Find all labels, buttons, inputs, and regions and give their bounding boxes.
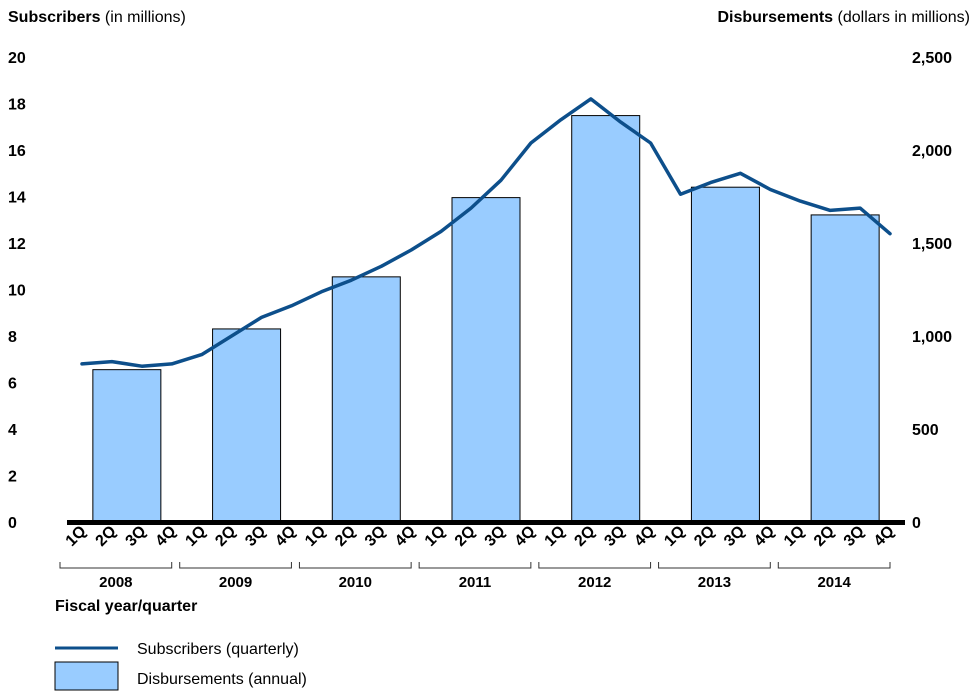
quarter-tick-label: 2Q: [811, 523, 838, 550]
left-axis-title-rest: (in millions): [100, 9, 185, 26]
year-label: 2012: [578, 574, 611, 591]
left-tick-label: 18: [8, 97, 26, 114]
quarter-tick-label: 3Q: [601, 523, 628, 550]
left-axis-ticks: 0 2 4 6 8 10 12 14 16 18 20: [8, 50, 26, 532]
right-axis-title-bold: Disbursements: [717, 9, 833, 26]
year-bracket: [658, 562, 771, 569]
quarter-tick-label: 4Q: [392, 523, 419, 550]
quarter-tick-label: 2Q: [452, 523, 479, 550]
quarter-tick-label: 1Q: [182, 523, 209, 550]
disbursement-bar: [212, 328, 282, 523]
year-label: 2010: [339, 574, 372, 591]
year-bracket: [298, 562, 412, 569]
right-tick-label: 2,500: [912, 50, 952, 67]
year-label: 2013: [698, 574, 731, 591]
quarter-tick-label: 1Q: [781, 523, 808, 550]
baseline-layer: [67, 520, 905, 525]
disbursement-bar: [690, 186, 760, 523]
right-tick-label: 1,000: [912, 329, 952, 346]
legend-bar-swatch: [54, 661, 119, 691]
quarter-tick-label: 4Q: [751, 523, 778, 550]
x-axis-baseline: [67, 520, 905, 525]
subscriber-line-layer: [80, 97, 892, 368]
quarter-tick-label: 2Q: [93, 523, 120, 550]
left-axis-title-bold: Subscribers: [8, 9, 101, 26]
left-tick-label: 16: [8, 143, 26, 160]
left-tick-label: 0: [8, 515, 17, 532]
year-label: 2011: [459, 574, 492, 591]
disbursement-bar: [331, 276, 401, 523]
quarter-tick-label: 4Q: [512, 523, 539, 550]
right-axis-ticks: 0 500 1,000 1,500 2,000 2,500: [912, 50, 952, 532]
legend: Subscribers (quarterly) Disbursements (a…: [54, 641, 307, 691]
quarter-tick-label: 4Q: [871, 523, 898, 550]
year-bracket: [538, 562, 652, 569]
quarter-tick-labels: 1Q 2Q 3Q 4Q 1Q 2Q 3Q 4Q 1Q 2Q 3Q 4Q 1Q 2Q 3Q 4Q 1Q 2Q 3Q 4Q…: [63, 523, 898, 550]
legend-bar-label: Disbursements (annual): [137, 671, 307, 688]
left-axis-title: Subscribers (in millions): [8, 9, 186, 26]
left-tick-label: 8: [8, 329, 17, 346]
left-tick-label: 12: [8, 236, 26, 253]
right-tick-label: 1,500: [912, 236, 952, 253]
year-bracket: [179, 562, 292, 569]
year-bracket: [59, 562, 173, 569]
left-tick-label: 14: [8, 190, 26, 207]
right-tick-label: 0: [912, 515, 921, 532]
disbursement-bar: [451, 197, 521, 523]
quarter-tick-label: 1Q: [661, 523, 688, 550]
quarter-tick-label: 4Q: [631, 523, 658, 550]
right-axis-title-rest: (dollars in millions): [833, 9, 970, 26]
left-tick-label: 20: [8, 50, 26, 67]
quarter-tick-label: 2Q: [691, 523, 718, 550]
quarter-tick-label: 4Q: [152, 523, 179, 550]
quarter-tick-label: 1Q: [542, 523, 569, 550]
year-bracket: [418, 562, 532, 569]
quarter-tick-label: 3Q: [123, 523, 150, 550]
quarter-tick-label: 2Q: [212, 523, 239, 550]
left-tick-label: 2: [8, 469, 17, 486]
year-bracket: [777, 562, 891, 569]
quarter-tick-label: 1Q: [63, 523, 90, 550]
year-groups: 2008 2009 2010 2011 2012 2013 2014: [59, 562, 891, 591]
left-tick-label: 6: [8, 376, 17, 393]
disbursement-bar: [571, 115, 641, 523]
quarter-tick-label: 3Q: [841, 523, 868, 550]
quarter-tick-label: 3Q: [242, 523, 269, 550]
year-label: 2014: [817, 574, 851, 591]
quarter-tick-label: 2Q: [332, 523, 359, 550]
year-label: 2009: [219, 574, 252, 591]
disbursement-bar: [810, 214, 880, 523]
right-axis-title: Disbursements (dollars in millions): [717, 9, 970, 26]
quarter-tick-label: 3Q: [721, 523, 748, 550]
disbursement-bars: [92, 115, 880, 523]
quarter-tick-label: 3Q: [482, 523, 509, 550]
left-tick-label: 10: [8, 283, 26, 300]
quarter-tick-label: 4Q: [272, 523, 299, 550]
subscribers-line: [80, 97, 892, 368]
year-label: 2008: [99, 574, 132, 591]
quarter-tick-label: 1Q: [422, 523, 449, 550]
quarter-tick-label: 1Q: [302, 523, 329, 550]
right-tick-label: 500: [912, 422, 939, 439]
left-tick-label: 4: [8, 422, 17, 439]
x-axis-title: Fiscal year/quarter: [55, 598, 197, 615]
quarter-tick-label: 3Q: [362, 523, 389, 550]
legend-line-label: Subscribers (quarterly): [137, 641, 299, 658]
right-tick-label: 2,000: [912, 143, 952, 160]
disbursement-bar: [92, 369, 162, 523]
quarter-tick-label: 2Q: [571, 523, 598, 550]
